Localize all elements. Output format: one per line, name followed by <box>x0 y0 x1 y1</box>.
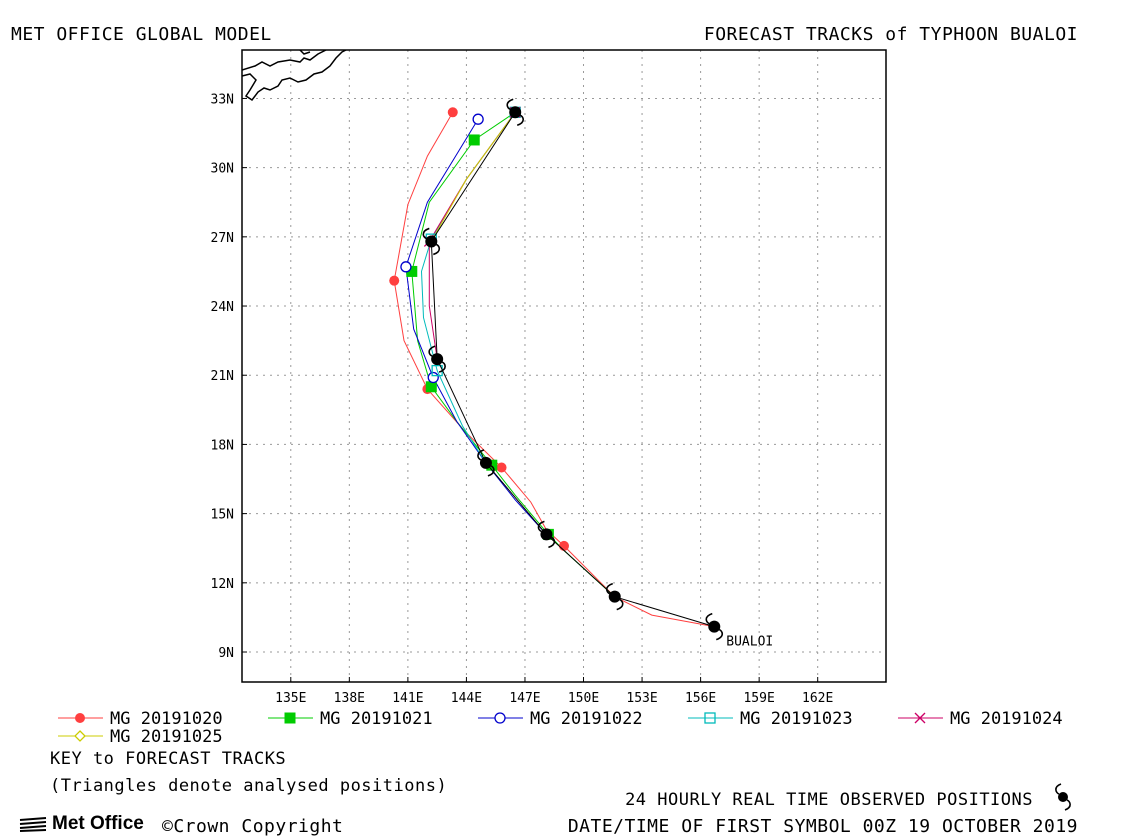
x-tick-label: 135E <box>275 691 306 706</box>
observed-position-icon <box>477 449 495 477</box>
legend-label-3: MG 20191023 <box>740 709 853 729</box>
y-tick-label: 33N <box>211 92 234 107</box>
y-tick-label: 24N <box>211 300 234 315</box>
coastline-japan <box>242 50 347 102</box>
y-tick-label: 9N <box>218 646 234 661</box>
track-marker-2 <box>400 261 412 273</box>
x-tick-label: 153E <box>626 691 657 706</box>
y-axis-ticks: 9N 12N 15N 18N 21N 24N 27N 30N 33N <box>211 92 247 661</box>
legend-marker-4 <box>914 712 926 724</box>
track-marker-0 <box>389 275 400 286</box>
chart-grid <box>242 50 886 682</box>
y-tick-label: 15N <box>211 508 234 523</box>
y-tick-label: 30N <box>211 162 234 177</box>
legend-marker-5 <box>74 730 86 742</box>
observed-position-icon <box>537 520 556 549</box>
legend-markers <box>58 712 943 742</box>
observed-position-icon <box>428 345 446 373</box>
x-tick-label: 144E <box>451 691 482 706</box>
track-line-4 <box>428 112 516 360</box>
track-line-2 <box>405 118 547 535</box>
observed-track <box>422 98 724 641</box>
x-axis-ticks: 135E 138E 141E 144E 147E 150E 153E 156E 159E 162E <box>275 677 833 706</box>
observed-position-icon <box>506 98 524 127</box>
legend-label-4: MG 20191024 <box>950 709 1063 729</box>
plot-frame <box>241 49 887 683</box>
track-line-3 <box>420 112 516 464</box>
x-tick-label: 156E <box>685 691 716 706</box>
x-tick-label: 162E <box>802 691 833 706</box>
track-marker-0 <box>559 540 569 551</box>
track-marker-1 <box>468 134 480 146</box>
track-marker-1 <box>406 265 418 277</box>
track-marker-0 <box>447 107 458 118</box>
x-tick-label: 141E <box>392 691 423 706</box>
met-office-logo-icon <box>19 817 47 832</box>
track-marker-1 <box>486 459 498 471</box>
x-tick-label: 150E <box>568 691 599 706</box>
y-tick-label: 12N <box>211 577 234 592</box>
y-tick-label: 21N <box>211 369 234 384</box>
observed-position-icon <box>422 227 441 256</box>
legend-marker-2 <box>494 712 506 724</box>
observed-label: 24 HOURLY REAL TIME OBSERVED POSITIONS <box>625 790 1033 810</box>
observed-position-icon <box>605 582 624 611</box>
observed-symbol-icon <box>1055 783 1071 811</box>
legend-marker-1 <box>284 712 296 724</box>
track-marker-1 <box>425 381 437 393</box>
legend-label-5: MG 20191025 <box>110 727 223 747</box>
observed-track-line <box>430 112 715 628</box>
observed-position-icon <box>705 612 724 641</box>
legend-label-2: MG 20191022 <box>530 709 643 729</box>
track-marker-0 <box>496 462 507 473</box>
legend-marker-0 <box>75 713 85 723</box>
x-tick-label: 159E <box>743 691 774 706</box>
track-line-1 <box>411 111 616 598</box>
met-office-logo: Met Office <box>18 813 144 835</box>
legend-label-0: MG 20191020 <box>110 709 223 729</box>
track-line-5 <box>430 112 516 242</box>
header-right-title: FORECAST TRACKS of TYPHOON BUALOI <box>703 24 1078 45</box>
storm-label: BUALOI <box>726 635 773 650</box>
x-tick-label: 138E <box>334 691 365 706</box>
header-left-title: MET OFFICE GLOBAL MODEL <box>11 24 272 45</box>
track-marker-2 <box>472 113 484 125</box>
track-marker-2 <box>427 371 439 384</box>
met-office-logo-text: Met Office <box>52 813 144 834</box>
key-title: KEY to FORECAST TRACKS <box>50 749 287 769</box>
legend-marker-3 <box>704 712 716 724</box>
key-note: (Triangles denote analysed positions) <box>50 776 448 796</box>
y-tick-label: 27N <box>211 231 234 246</box>
forecast-tracks <box>389 106 715 628</box>
copyright: ©Crown Copyright <box>162 816 344 837</box>
x-tick-label: 147E <box>509 691 540 706</box>
y-tick-label: 18N <box>211 438 234 453</box>
legend-label-1: MG 20191021 <box>320 709 433 729</box>
first-symbol-datetime: DATE/TIME OF FIRST SYMBOL 00Z 19 OCTOBER… <box>567 816 1078 837</box>
